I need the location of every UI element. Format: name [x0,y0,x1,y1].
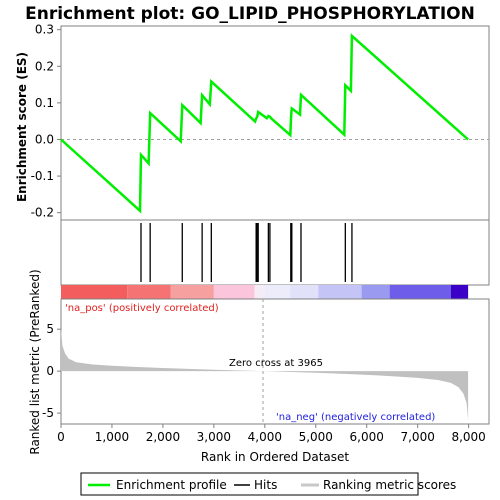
color-bar-segment [389,285,451,299]
legend-ranking-metric-scores: Ranking metric scores [323,478,456,492]
hit-markers [140,223,353,282]
x-tick-label: 4,000 [248,430,282,444]
color-bar-segment [213,285,255,299]
rank-tick-label: 5 [46,322,54,336]
color-bar-segment [290,285,319,299]
rank-axis-label: Ranked list metric (PreRanked) [28,269,42,454]
x-tick-label: 0 [57,430,65,444]
ranking-color-bar [61,285,469,299]
color-bar-segment [170,285,214,299]
color-bar-segment [450,285,469,299]
color-bar-segment [264,285,291,299]
es-axis-label: Enrichment score (ES) [15,52,29,202]
x-tick-label: 1,000 [95,430,129,444]
rank-tick-label: -5 [42,406,54,420]
negative-correlation-label: 'na_neg' (negatively correlated) [276,412,435,423]
es-tick-label: 0.0 [35,132,54,146]
x-tick-label: 6,000 [350,430,384,444]
rank-tick-label: 0 [46,364,54,378]
es-tick-label: 0.3 [35,23,54,37]
x-axis-label: Rank in Ordered Dataset [201,450,349,464]
chart-title: Enrichment plot: GO_LIPID_PHOSPHORYLATIO… [25,4,475,24]
ranking-metric-area [61,328,469,420]
x-tick-label: 2,000 [146,430,180,444]
hits-panel-frame [60,219,490,286]
es-tick-label: -0.1 [31,169,54,183]
x-tick-label: 8,000 [451,430,485,444]
es-tick-label: 0.1 [35,96,54,110]
color-bar-segment [127,285,171,299]
x-axis-ticks: 0 1,000 2,000 3,000 4,000 5,000 6,000 7,000 8,00… [57,424,486,444]
es-tick-label: 0.2 [35,59,54,73]
legend-hits: Hits [254,478,277,492]
rank-axis-ticks: -5 0 5 [42,322,61,420]
zero-cross-label: Zero cross at 3965 [229,358,323,369]
color-bar-segment [361,285,390,299]
es-axis-ticks: -0.2 -0.1 0.0 0.1 0.2 0.3 [31,23,489,220]
legend-box [80,472,419,496]
enrichment-profile-line [60,33,469,214]
positive-correlation-label: 'na_pos' (positively correlated) [65,303,219,314]
color-bar-segment [61,285,128,299]
legend-enrichment-profile: Enrichment profile [116,478,227,492]
color-bar-segment [318,285,362,299]
x-tick-label: 3,000 [197,430,231,444]
x-tick-label: 5,000 [299,430,333,444]
color-bar-segment [254,285,265,299]
x-tick-label: 7,000 [400,430,434,444]
es-tick-label: -0.2 [31,206,54,220]
rank-panel-frame [60,298,490,425]
